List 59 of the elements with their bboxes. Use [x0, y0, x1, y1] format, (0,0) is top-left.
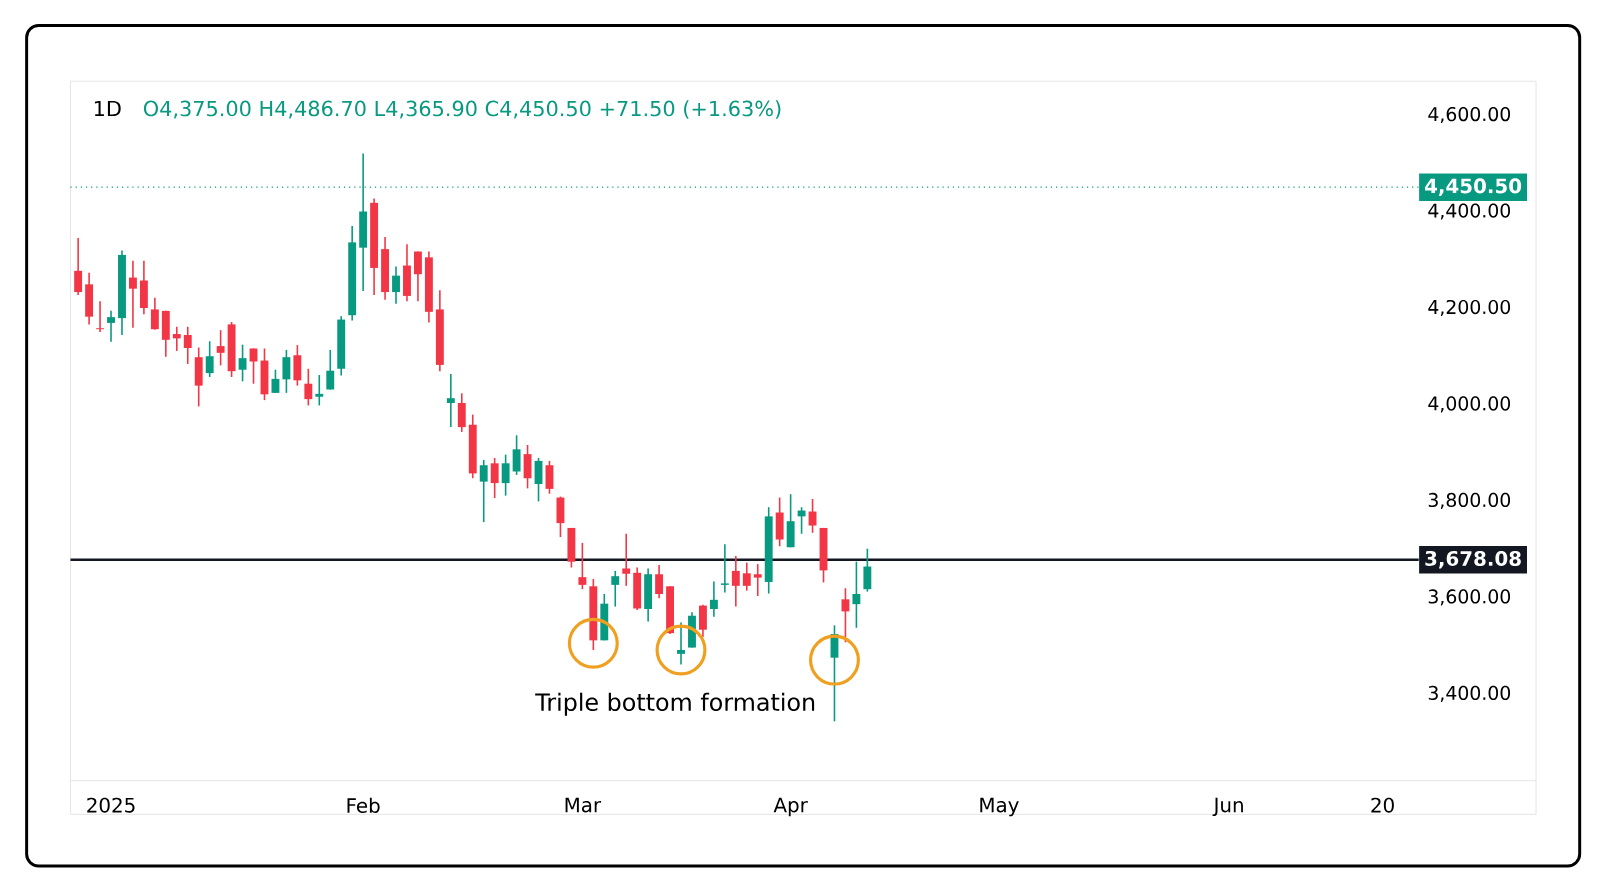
candlestick: [446, 373, 455, 428]
candlestick: [479, 458, 488, 523]
ref-line-label: 3,678.08: [1425, 550, 1521, 569]
annotation: Triple bottom formation: [535, 692, 815, 716]
y-tick-label: 4,400.00: [1428, 203, 1511, 220]
x-tick-label: Jun: [1212, 797, 1243, 816]
candlestick: [271, 368, 280, 394]
point: [567, 617, 619, 669]
candlestick: [282, 348, 291, 394]
x-tick-label: Mar: [565, 797, 602, 813]
candlestick: [150, 296, 159, 331]
candlestick: [731, 554, 740, 608]
candlestick: [742, 561, 751, 592]
candlestick: [249, 347, 258, 385]
candlestick: [216, 329, 225, 366]
candlestick: [490, 456, 499, 499]
point: [808, 634, 860, 686]
candlestick: [315, 374, 324, 406]
candlestick: [677, 621, 685, 666]
x-tick-label: 20: [1371, 797, 1394, 813]
candlestick: [709, 580, 718, 618]
candlestick: [611, 569, 620, 608]
text: 1D: [94, 100, 121, 116]
candlestick: [205, 340, 214, 378]
annotation: O4,375.00 H4,486.70 L4,365.90 C4,450.50 +71.50 (+1.63%): [143, 100, 781, 119]
candlestick: [501, 453, 510, 497]
ref-line-label: 4,450.50: [1425, 178, 1522, 196]
candlestick: [392, 265, 400, 305]
y-tick-label: 4,000.00: [1428, 396, 1511, 413]
y-tick-label: 3,600.00: [1428, 589, 1511, 606]
candlestick: [841, 587, 850, 643]
candlestick: [863, 547, 872, 593]
candlestick: [107, 309, 115, 343]
candlestick: [655, 564, 664, 599]
candlestick: [622, 532, 631, 587]
candlestick: [545, 459, 554, 495]
candlestick: [172, 325, 181, 352]
candlestick: [720, 543, 729, 594]
candlestick: [183, 325, 192, 365]
y-tick-label: 4,200.00: [1428, 299, 1511, 316]
candlestick: [96, 300, 104, 333]
candlestick: [304, 367, 313, 406]
candlestick: [512, 434, 521, 476]
candlestick: [238, 343, 247, 382]
candlestick: [129, 259, 137, 329]
y-tick-label: 3,400.00: [1428, 685, 1511, 702]
x-tick-label: 2025: [87, 797, 135, 813]
y-tick-label: 4,600.00: [1428, 106, 1511, 123]
x-tick-label: May: [980, 797, 1019, 817]
candlestick: [753, 563, 762, 597]
x-tick-label: Feb: [347, 797, 380, 813]
candlestick: [578, 541, 587, 590]
x-tick-label: Apr: [773, 797, 808, 817]
point: [655, 624, 707, 676]
candlestick: [852, 560, 861, 629]
candlestick: [414, 250, 422, 302]
candlestick: [326, 348, 335, 391]
candlestick: [74, 237, 83, 296]
y-tick-label: 3,800.00: [1428, 492, 1511, 509]
